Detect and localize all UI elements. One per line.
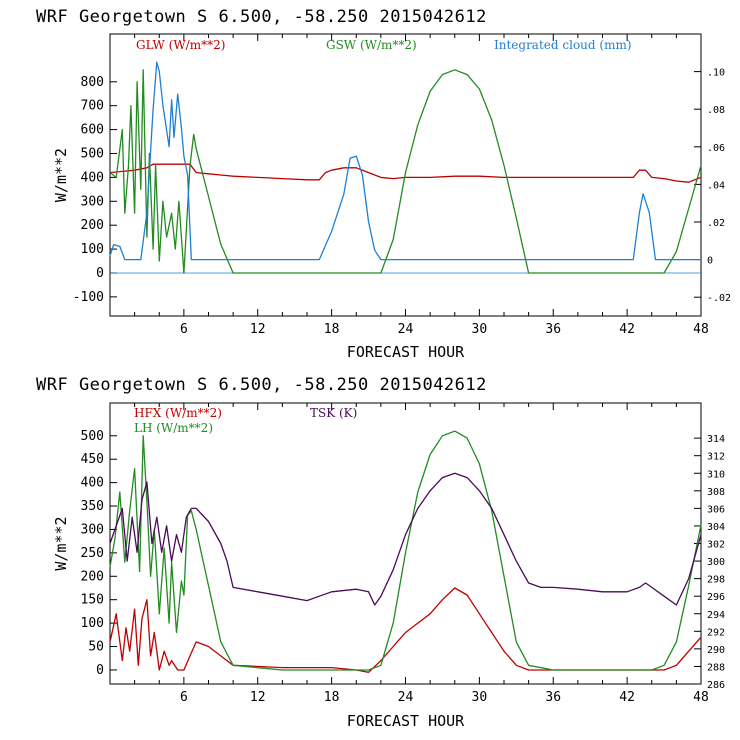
y-tick-label: 500	[81, 146, 104, 161]
legend-entry: HFX (W/m**2)	[134, 406, 222, 420]
y2-tick-label: .08	[707, 105, 725, 116]
y-tick-label: 100	[81, 616, 104, 631]
series-line-1	[109, 69, 702, 274]
y-tick-label: 600	[81, 123, 104, 138]
series-line-0	[109, 163, 702, 183]
series-line-2	[109, 61, 701, 261]
y-tick-label: 50	[88, 640, 104, 655]
y2-tick-label: 302	[707, 540, 725, 551]
y2-tick-label: 298	[707, 575, 725, 586]
chart-title: WRF Georgetown S 6.500, -58.250 20150426…	[36, 375, 487, 395]
y-tick-label: 350	[81, 499, 104, 514]
chart-fluxes-skin-temp: WRF Georgetown S 6.500, -58.250 20150426…	[36, 375, 725, 730]
y2-tick-label: -.02	[707, 293, 731, 304]
y2-tick-label: .06	[707, 143, 725, 154]
x-tick-label: 48	[693, 322, 709, 337]
x-tick-label: 42	[619, 322, 635, 337]
y-tick-label: 400	[81, 476, 104, 491]
y2-tick-label: 300	[707, 557, 725, 568]
y2-tick-label: 312	[707, 452, 725, 463]
y-tick-label: 500	[81, 429, 104, 444]
y2-tick-label: 304	[707, 522, 725, 533]
series-line-2	[109, 472, 702, 606]
y2-tick-label: 296	[707, 592, 725, 603]
x-tick-label: 30	[472, 690, 488, 705]
series-line-0	[109, 587, 702, 673]
y2-tick-label: 310	[707, 469, 725, 480]
x-axis-label: FORECAST HOUR	[347, 712, 465, 730]
y2-tick-label: 288	[707, 662, 725, 673]
x-tick-label: 36	[545, 690, 561, 705]
y-tick-label: 200	[81, 218, 104, 233]
legend-entry: GSW (W/m**2)	[326, 38, 417, 52]
y-tick-label: 0	[96, 266, 104, 281]
y-tick-label: -100	[73, 290, 104, 305]
y-tick-label: 300	[81, 194, 104, 209]
x-axis-label: FORECAST HOUR	[347, 343, 465, 361]
x-tick-label: 24	[398, 690, 414, 705]
y-tick-label: 800	[81, 75, 104, 90]
y-tick-label: 450	[81, 452, 104, 467]
x-tick-label: 18	[324, 322, 340, 337]
x-tick-label: 18	[324, 690, 340, 705]
y2-tick-label: 0	[707, 256, 713, 267]
y2-tick-label: 306	[707, 504, 725, 515]
legend-entry: GLW (W/m**2)	[136, 38, 225, 52]
y-tick-label: 700	[81, 99, 104, 114]
y-tick-label: 0	[96, 663, 104, 678]
x-tick-label: 48	[693, 690, 709, 705]
y-tick-label: 200	[81, 569, 104, 584]
y-tick-label: 300	[81, 522, 104, 537]
y2-tick-label: 308	[707, 487, 725, 498]
series-line-1	[109, 430, 702, 671]
legend-entry: LH (W/m**2)	[134, 421, 213, 435]
y-axis-label: W/m**2	[52, 516, 70, 570]
x-tick-label: 42	[619, 690, 635, 705]
chart-radiation-cloud: WRF Georgetown S 6.500, -58.250 20150426…	[36, 7, 731, 361]
y2-tick-label: 286	[707, 680, 725, 691]
y2-tick-label: .02	[707, 218, 725, 229]
y-axis-label: W/m**2	[52, 148, 70, 202]
legend-entry: TSK (K)	[310, 406, 357, 420]
x-tick-label: 6	[180, 690, 188, 705]
x-tick-label: 30	[472, 322, 488, 337]
y2-tick-label: .10	[707, 68, 725, 79]
y-tick-label: 250	[81, 546, 104, 561]
y-tick-label: 150	[81, 593, 104, 608]
y-tick-label: 400	[81, 170, 104, 185]
y2-tick-label: 290	[707, 645, 725, 656]
y2-tick-label: 314	[707, 434, 725, 445]
y-tick-label: 100	[81, 242, 104, 257]
y2-tick-label: 292	[707, 627, 725, 638]
x-tick-label: 12	[250, 690, 266, 705]
x-tick-label: 12	[250, 322, 266, 337]
x-tick-label: 24	[398, 322, 414, 337]
y2-tick-label: 294	[707, 610, 725, 621]
chart-title: WRF Georgetown S 6.500, -58.250 20150426…	[36, 7, 487, 27]
x-tick-label: 6	[180, 322, 188, 337]
y2-tick-label: .04	[707, 180, 725, 191]
legend-entry: Integrated cloud (mm)	[494, 38, 632, 52]
x-tick-label: 36	[545, 322, 561, 337]
